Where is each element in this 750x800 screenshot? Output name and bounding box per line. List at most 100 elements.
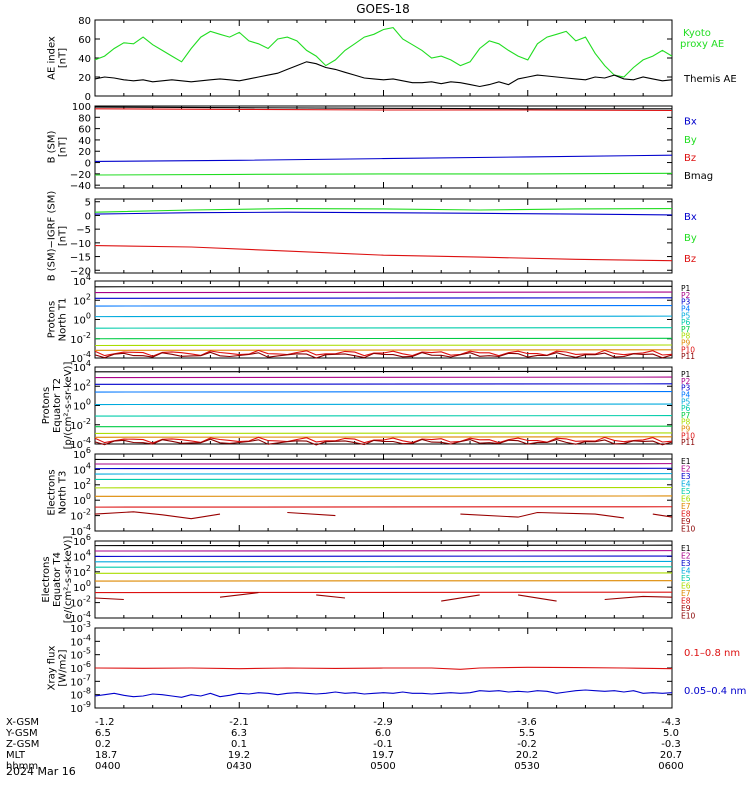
footer-value: 5.0 [663,728,679,739]
y-tick-exponent: -4 [83,633,91,642]
footer-value: 0530 [514,761,539,772]
series-line-bz [94,108,673,112]
y-tick-label: 100 [72,102,91,113]
series-line-bx [94,211,673,216]
y-axis-label: North T3 [58,471,69,515]
series-line-0-05-0-4-nm [94,689,673,698]
legend-label: E8 [681,597,691,606]
y-tick-label: 0 [85,211,91,222]
legend-label: P7 [681,411,691,420]
series-line-by [94,208,673,213]
series-line-p10 [94,436,673,444]
series-line-bz [94,245,673,262]
y-tick-label: 104 [73,461,91,476]
legend-label: E10 [681,525,696,534]
series-line-p11 [94,351,673,359]
y-axis-label: Equator T2 [52,378,63,433]
series-line-p11 [94,438,673,446]
legend-label: E6 [681,495,691,504]
y-tick-exponent: 0 [86,398,91,407]
y-tick-label: 40 [78,136,91,147]
y-tick-label: −20 [70,266,91,277]
footer-value: -4.3 [661,717,681,728]
footer-row-label: Y-GSM [5,728,38,739]
legend-label: E9 [681,604,691,613]
panel-frame [94,105,673,189]
y-tick-label: 100 [73,579,91,594]
panel-3: 5 0 −5 −10 −15 −20 B (SM)−IGRF (SM) [nT] Bx By Bz [47,191,697,282]
legend-label: Themis AE [683,74,737,85]
legend-label: By [684,233,697,244]
y-tick-exponent: -7 [83,673,91,682]
y-tick-exponent: 2 [86,292,91,301]
y-tick-exponent: -4 [83,436,91,445]
y-tick-label: 40 [78,54,91,65]
y-tick-exponent: -8 [83,687,91,696]
legend-label: P4 [681,304,691,313]
legend-label: P2 [681,377,691,386]
legend-label: P11 [681,438,695,447]
footer-value: 5.5 [519,728,535,739]
y-tick-exponent: -2 [83,508,91,517]
legend-label: P5 [681,311,691,320]
footer-row-label: X-GSM [6,717,39,728]
y-tick-exponent: -6 [83,660,91,669]
panel-frame [94,366,673,445]
footer-value: 20.7 [660,750,682,761]
y-tick-exponent: 4 [86,273,91,282]
y-tick-exponent: 6 [86,533,91,542]
y-axis-label: Electrons [47,469,58,515]
y-tick-label: 5 [85,198,91,209]
y-tick-exponent: 6 [86,446,91,455]
legend-label: P10 [681,345,695,354]
series-line-e9 [94,511,673,520]
y-axis-label: [nT] [58,48,69,68]
legend-label: P3 [681,384,691,393]
legend-label: E2 [681,552,691,561]
footer-value: -0.2 [517,739,537,750]
y-tick-exponent: 4 [86,548,91,557]
y-tick-exponent: 0 [86,312,91,321]
legend-label: E6 [681,582,691,591]
y-tick-label: 80 [78,113,91,124]
legend-label: Bz [684,153,696,164]
y-axis-label: Electrons [41,556,52,602]
y-tick-label: 104 [73,548,91,563]
y-tick-label: 102 [73,378,91,393]
legend-label: P6 [681,404,691,413]
legend-label: 0.1–0.8 nm [684,648,740,659]
footer-value: 6.0 [375,728,391,739]
y-tick-label: 100 [73,312,91,327]
legend-label: P2 [681,291,691,300]
series-line-by [94,172,673,176]
y-axis-label: [e/(cm²-s-sr-keV)] [63,536,74,624]
y-tick-label: 10-2 [70,331,91,346]
y-axis-label: Protons [47,301,58,338]
y-tick-exponent: 0 [86,492,91,501]
y-tick-exponent: -2 [83,331,91,340]
legend-label: E1 [681,544,691,553]
y-tick-label: 100 [73,492,91,507]
y-tick-label: −10 [70,239,91,250]
y-tick-label: 20 [78,73,91,84]
series-line-kyoto-proxy-ae [94,26,673,78]
y-tick-exponent: -4 [83,610,91,619]
y-tick-exponent: 2 [86,477,91,486]
y-tick-label: 102 [73,477,91,492]
panel-frame [94,540,673,619]
footer-value: 0430 [226,761,251,772]
y-tick-exponent: -9 [83,700,91,709]
footer-value: 20.2 [516,750,538,761]
panel-frame [94,19,673,97]
y-tick-label: −15 [70,253,91,264]
legend-label: E7 [681,589,691,598]
y-tick-label: −5 [76,225,91,236]
y-tick-exponent: 0 [86,579,91,588]
y-axis-label: Xray flux [47,646,58,691]
footer-value: -2.1 [229,717,249,728]
footer-value: -0.3 [661,739,681,750]
